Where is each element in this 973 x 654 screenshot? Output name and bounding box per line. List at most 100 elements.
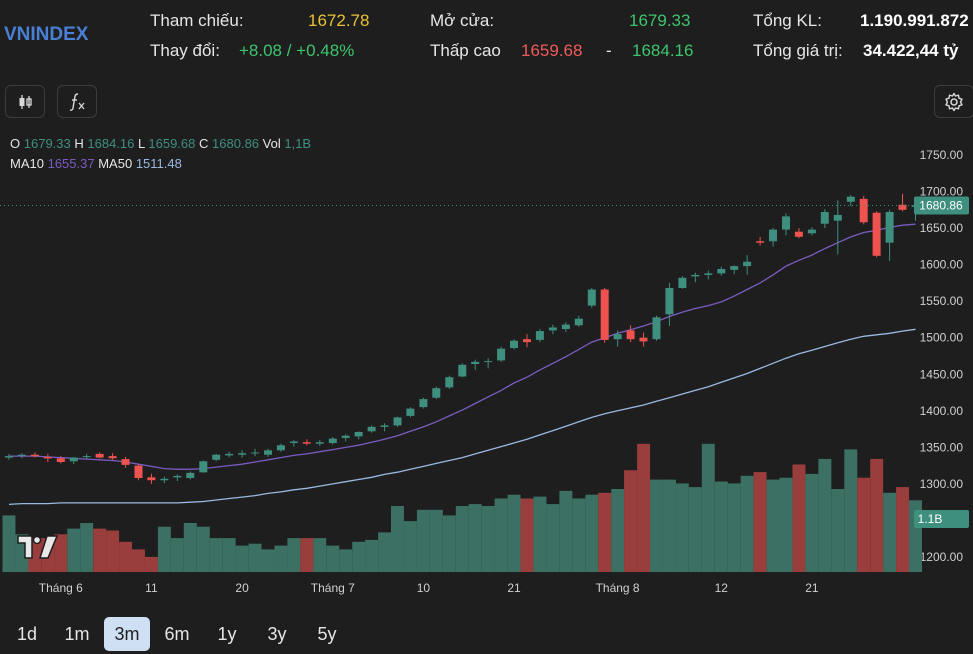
candle-body — [717, 269, 726, 274]
candle-body — [782, 216, 790, 230]
high-price-value: 1684.16 — [632, 41, 694, 60]
y-axis-tick-label: 1700.00 — [920, 185, 964, 199]
candle-body — [108, 456, 117, 459]
ma50-label: MA50 — [98, 156, 133, 171]
volume-bar — [455, 506, 469, 572]
y-axis-tick-label: 1500.00 — [920, 331, 964, 345]
candle-body — [561, 324, 570, 329]
total-value-label: Tổng giá trị: — [753, 41, 843, 60]
range-button-3m[interactable]: 3m — [104, 617, 150, 651]
volume-bar — [416, 509, 430, 572]
candle-body — [82, 456, 91, 458]
volume-bar — [481, 506, 495, 572]
candle-body — [315, 442, 324, 444]
candle-body — [251, 452, 259, 454]
range-button-3y[interactable]: 3y — [267, 623, 287, 644]
candle-body — [833, 214, 842, 221]
time-range-selector: 1d 1m 3m 6m 1y 3y 5y — [4, 617, 354, 651]
total-volume-label: Tổng KL: — [753, 11, 822, 30]
candle-body — [212, 454, 221, 460]
volume-bar — [313, 538, 327, 572]
range-button-1d[interactable]: 1d — [16, 623, 38, 644]
range-button-1y[interactable]: 1y — [217, 623, 237, 644]
volume-bar — [650, 479, 663, 572]
candle-body — [432, 388, 441, 398]
y-axis-tick-label: 1650.00 — [920, 221, 964, 235]
volume-bar — [844, 449, 858, 572]
candle-body — [484, 361, 493, 363]
reference-price-label: Tham chiếu: — [150, 11, 244, 30]
candle-body — [56, 458, 65, 462]
volume-bar — [792, 464, 806, 572]
candle-body — [393, 417, 402, 426]
candlestick-icon — [19, 94, 32, 109]
volume-bar — [326, 545, 340, 572]
low-high-separator: - — [606, 41, 612, 60]
candle-body — [380, 425, 389, 427]
volume-bar — [701, 443, 715, 572]
open-price-value: 1679.33 — [629, 11, 691, 30]
volume-bar — [391, 506, 404, 572]
range-button-1m[interactable]: 1m — [64, 623, 90, 644]
x-axis-tick-label: 12 — [715, 581, 729, 595]
change-label: Thay đổi: — [150, 41, 220, 60]
high-label: H — [74, 136, 84, 151]
open-value: 1679.33 — [23, 136, 71, 151]
y-axis-tick-label: 1600.00 — [920, 258, 964, 272]
volume-bar — [896, 487, 910, 572]
high-value: 1684.16 — [87, 136, 135, 151]
candle-body — [121, 459, 130, 465]
candle-body — [548, 327, 557, 331]
tradingview-logo-icon[interactable] — [16, 533, 60, 561]
volume-bar — [546, 504, 560, 572]
volume-bar — [248, 543, 262, 572]
candle-body — [147, 477, 156, 481]
candle-body — [704, 273, 713, 275]
chart-settings-button[interactable] — [934, 85, 973, 118]
volume-bar — [533, 496, 547, 572]
candle-body — [276, 445, 285, 451]
volume-bar — [572, 498, 586, 572]
candle-body — [5, 456, 13, 458]
volume-bar — [611, 489, 625, 572]
volume-bar — [222, 538, 236, 572]
volume-bar — [261, 549, 275, 572]
candle-body — [406, 408, 415, 416]
range-button-6m[interactable]: 6m — [164, 623, 190, 644]
candle-body — [289, 441, 298, 443]
candle-body — [535, 331, 544, 340]
symbol-name: VNINDEX — [4, 24, 89, 45]
change-value: +8.08 / +0.48% — [239, 41, 355, 60]
y-axis-tick-label: 1750.00 — [920, 148, 964, 162]
volume-bar — [598, 492, 612, 572]
volume-bar — [805, 473, 819, 572]
candle-body — [743, 261, 752, 267]
volume-bar — [106, 530, 120, 572]
open-price-label: Mở cửa: — [430, 11, 495, 30]
candle-body — [807, 229, 816, 234]
candle-body — [626, 330, 635, 340]
candle-body — [691, 274, 700, 277]
volume-bar — [624, 470, 638, 572]
volume-bar — [494, 498, 508, 572]
price-chart[interactable]: 1750.00 1700.00 1650.00 1600.00 1550.00 1500.… — [0, 0, 973, 600]
volume-bar — [818, 458, 832, 572]
y-axis-tick-label: 1300.00 — [920, 477, 964, 491]
volume-bar — [507, 494, 521, 572]
open-label: O — [10, 136, 21, 151]
volume-bar — [663, 479, 676, 572]
candle-body — [730, 266, 739, 270]
candle-body — [225, 453, 234, 456]
range-button-5y[interactable]: 5y — [317, 623, 337, 644]
candle-body — [613, 334, 622, 340]
candle-body — [794, 231, 803, 237]
candle-body — [769, 229, 777, 242]
volume-bar — [93, 528, 107, 572]
volume-bar — [468, 504, 482, 572]
close-value: 1680.86 — [212, 136, 260, 151]
indicators-button[interactable] — [57, 85, 97, 118]
candle-body — [69, 457, 78, 462]
candle-body — [510, 340, 518, 348]
chart-type-button[interactable] — [5, 85, 45, 118]
quote-header: VNINDEX Tham chiếu: 1672.78 Thay đổi: +8… — [0, 0, 973, 80]
